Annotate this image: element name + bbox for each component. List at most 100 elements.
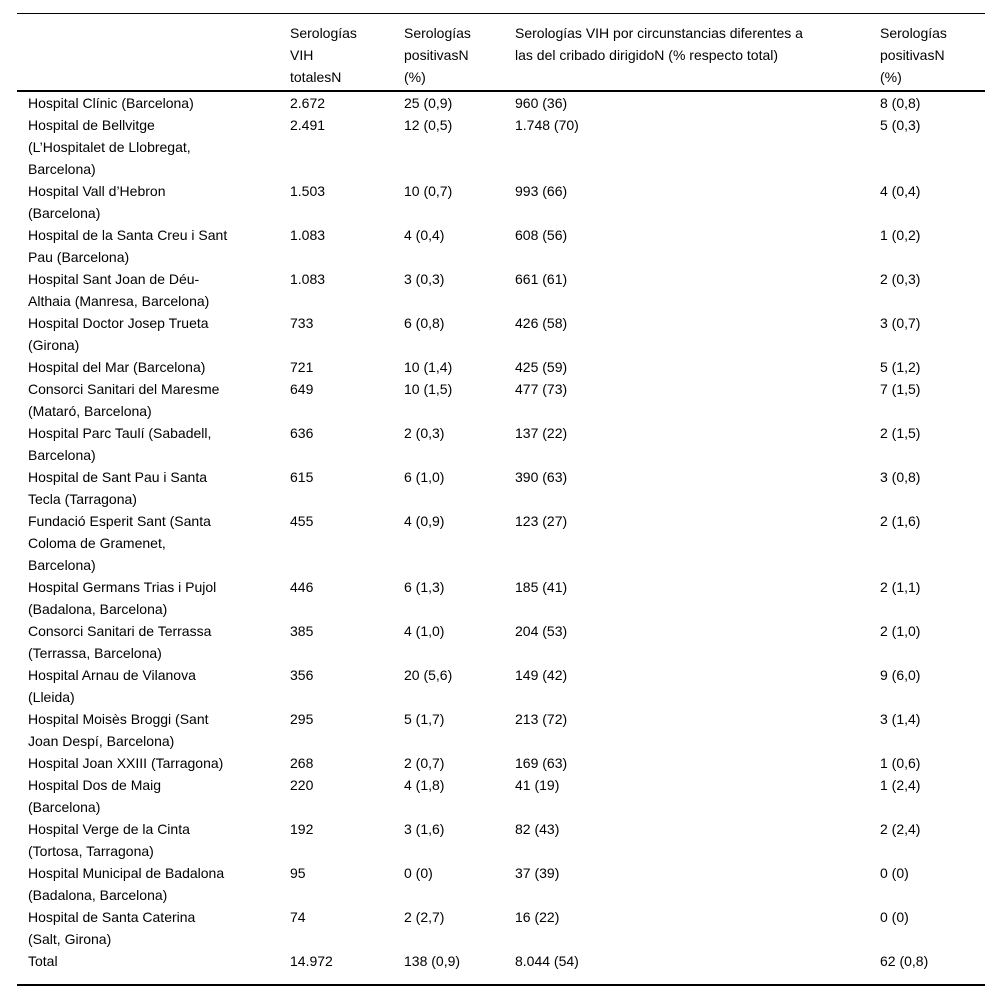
cell-serologias-circunstancias: 41 (19) xyxy=(515,777,560,793)
cell-serologias-circunstancias: 213 (72) xyxy=(515,711,568,727)
cell-serologias-totales: 95 xyxy=(290,865,306,881)
cell-hospital-name: Hospital de la Santa Creu i Sant Pau (Ba… xyxy=(28,227,228,265)
cell-serologias-totales: 2.672 xyxy=(290,95,326,111)
cell-serologias-positivas-2: 2 (1,5) xyxy=(880,425,921,441)
cell-serologias-positivas: 4 (0,4) xyxy=(404,227,445,243)
cell-serologias-positivas-2: 0 (0) xyxy=(880,909,909,925)
cell-serologias-positivas-2: 1 (0,2) xyxy=(880,227,921,243)
cell-serologias-circunstancias: 16 (22) xyxy=(515,909,560,925)
cell-serologias-positivas-2: 62 (0,8) xyxy=(880,953,929,969)
cell-serologias-totales: 268 xyxy=(290,755,314,771)
cell-serologias-totales: 649 xyxy=(290,381,314,397)
cell-serologias-positivas-2: 2 (1,0) xyxy=(880,623,921,639)
header-serologias-vih-totales: Serologías VIH totalesN xyxy=(290,25,357,85)
table-row: Hospital Vall d’Hebron (Barcelona) 1.503… xyxy=(17,180,985,224)
table-row: Hospital de Bellvitge (L’Hospitalet de L… xyxy=(17,114,985,180)
cell-serologias-totales: 446 xyxy=(290,579,314,595)
cell-serologias-circunstancias: 204 (53) xyxy=(515,623,568,639)
cell-hospital-name: Hospital Vall d’Hebron (Barcelona) xyxy=(28,183,166,221)
cell-serologias-positivas: 6 (1,0) xyxy=(404,469,445,485)
cell-serologias-positivas-2: 9 (6,0) xyxy=(880,667,921,683)
cell-serologias-positivas: 4 (0,9) xyxy=(404,513,445,529)
hiv-serologies-table: Serologías VIH totalesN Serologías posit… xyxy=(17,13,985,986)
cell-serologias-circunstancias: 993 (66) xyxy=(515,183,568,199)
table-row: Hospital Dos de Maig (Barcelona) 220 4 (… xyxy=(17,774,985,818)
cell-serologias-totales: 14.972 xyxy=(290,953,333,969)
cell-hospital-name: Hospital Moisès Broggi (Sant Joan Despí,… xyxy=(28,711,209,749)
table-row: Hospital Clínic (Barcelona) 2.672 25 (0,… xyxy=(17,91,985,114)
cell-hospital-name: Hospital Doctor Josep Trueta (Girona) xyxy=(28,315,209,353)
cell-serologias-positivas: 4 (1,8) xyxy=(404,777,445,793)
table-row: Hospital Verge de la Cinta (Tortosa, Tar… xyxy=(17,818,985,862)
cell-serologias-circunstancias: 960 (36) xyxy=(515,95,568,111)
cell-hospital-name: Hospital Arnau de Vilanova (Lleida) xyxy=(28,667,196,705)
cell-serologias-totales: 1.083 xyxy=(290,227,326,243)
header-serologias-positivas: Serologías positivasN (%) xyxy=(404,25,471,85)
cell-serologias-totales: 733 xyxy=(290,315,314,331)
cell-serologias-positivas-2: 1 (0,6) xyxy=(880,755,921,771)
cell-serologias-positivas: 138 (0,9) xyxy=(404,953,461,969)
cell-serologias-positivas-2: 3 (0,8) xyxy=(880,469,921,485)
cell-serologias-positivas-2: 1 (2,4) xyxy=(880,777,921,793)
cell-serologias-positivas: 2 (2,7) xyxy=(404,909,445,925)
cell-serologias-totales: 721 xyxy=(290,359,314,375)
cell-hospital-name: Hospital de Sant Pau i Santa Tecla (Tarr… xyxy=(28,469,208,507)
cell-serologias-totales: 615 xyxy=(290,469,314,485)
cell-serologias-positivas: 2 (0,7) xyxy=(404,755,445,771)
cell-serologias-totales: 1.503 xyxy=(290,183,326,199)
cell-serologias-totales: 295 xyxy=(290,711,314,727)
cell-serologias-positivas: 6 (1,3) xyxy=(404,579,445,595)
cell-hospital-name: Fundació Esperit Sant (Santa Coloma de G… xyxy=(28,513,211,573)
cell-serologias-positivas-2: 8 (0,8) xyxy=(880,95,921,111)
cell-hospital-name: Hospital Joan XXIII (Tarragona) xyxy=(28,755,224,771)
cell-serologias-totales: 385 xyxy=(290,623,314,639)
cell-serologias-totales: 636 xyxy=(290,425,314,441)
cell-serologias-positivas-2: 2 (2,4) xyxy=(880,821,921,837)
cell-serologias-positivas-2: 2 (1,6) xyxy=(880,513,921,529)
cell-serologias-positivas-2: 0 (0) xyxy=(880,865,909,881)
cell-serologias-positivas-2: 3 (0,7) xyxy=(880,315,921,331)
cell-serologias-circunstancias: 82 (43) xyxy=(515,821,560,837)
cell-serologias-totales: 1.083 xyxy=(290,271,326,287)
cell-hospital-name: Hospital Germans Trias i Pujol (Badalona… xyxy=(28,579,217,617)
cell-hospital-name: Hospital Municipal de Badalona (Badalona… xyxy=(28,865,225,903)
table-row: Hospital del Mar (Barcelona) 721 10 (1,4… xyxy=(17,356,985,378)
cell-serologias-positivas: 3 (1,6) xyxy=(404,821,445,837)
table-row: Consorci Sanitari de Terrassa (Terrassa,… xyxy=(17,620,985,664)
cell-serologias-positivas-2: 2 (1,1) xyxy=(880,579,921,595)
table-row: Hospital Joan XXIII (Tarragona) 268 2 (0… xyxy=(17,752,985,774)
cell-serologias-positivas: 0 (0) xyxy=(404,865,433,881)
table-row: Hospital Sant Joan de Déu- Althaia (Manr… xyxy=(17,268,985,312)
cell-serologias-positivas: 10 (1,5) xyxy=(404,381,453,397)
cell-serologias-circunstancias: 123 (27) xyxy=(515,513,568,529)
cell-serologias-positivas: 5 (1,7) xyxy=(404,711,445,727)
cell-hospital-name: Hospital de Bellvitge (L’Hospitalet de L… xyxy=(28,117,191,177)
cell-hospital-name: Consorci Sanitari del Maresme (Mataró, B… xyxy=(28,381,220,419)
table-body: Hospital Clínic (Barcelona) 2.672 25 (0,… xyxy=(17,91,985,985)
cell-serologias-circunstancias: 661 (61) xyxy=(515,271,568,287)
cell-serologias-circunstancias: 477 (73) xyxy=(515,381,568,397)
table-row: Consorci Sanitari del Maresme (Mataró, B… xyxy=(17,378,985,422)
cell-serologias-circunstancias: 37 (39) xyxy=(515,865,560,881)
table-row: Hospital Parc Taulí (Sabadell, Barcelona… xyxy=(17,422,985,466)
cell-serologias-positivas: 10 (0,7) xyxy=(404,183,453,199)
table-row: Hospital Germans Trias i Pujol (Badalona… xyxy=(17,576,985,620)
cell-serologias-circunstancias: 1.748 (70) xyxy=(515,117,579,133)
cell-serologias-circunstancias: 149 (42) xyxy=(515,667,568,683)
table-row-total: Total 14.972 138 (0,9) 8.044 (54) 62 (0,… xyxy=(17,950,985,985)
cell-hospital-name: Hospital del Mar (Barcelona) xyxy=(28,359,206,375)
cell-hospital-name: Hospital Dos de Maig (Barcelona) xyxy=(28,777,162,815)
table-row: Hospital Municipal de Badalona (Badalona… xyxy=(17,862,985,906)
cell-hospital-name: Hospital de Santa Caterina (Salt, Girona… xyxy=(28,909,196,947)
table-row: Hospital de Santa Caterina (Salt, Girona… xyxy=(17,906,985,950)
cell-serologias-circunstancias: 137 (22) xyxy=(515,425,568,441)
cell-serologias-positivas: 12 (0,5) xyxy=(404,117,453,133)
cell-hospital-name: Hospital Parc Taulí (Sabadell, Barcelona… xyxy=(28,425,212,463)
cell-hospital-name: Hospital Clínic (Barcelona) xyxy=(28,95,194,111)
table-row: Hospital Doctor Josep Trueta (Girona) 73… xyxy=(17,312,985,356)
table-row: Hospital Moisès Broggi (Sant Joan Despí,… xyxy=(17,708,985,752)
cell-serologias-circunstancias: 169 (63) xyxy=(515,755,568,771)
header-serologias-circunstancias-diferentes: Serologías VIH por circunstancias difere… xyxy=(515,25,803,63)
table-row: Hospital de Sant Pau i Santa Tecla (Tarr… xyxy=(17,466,985,510)
